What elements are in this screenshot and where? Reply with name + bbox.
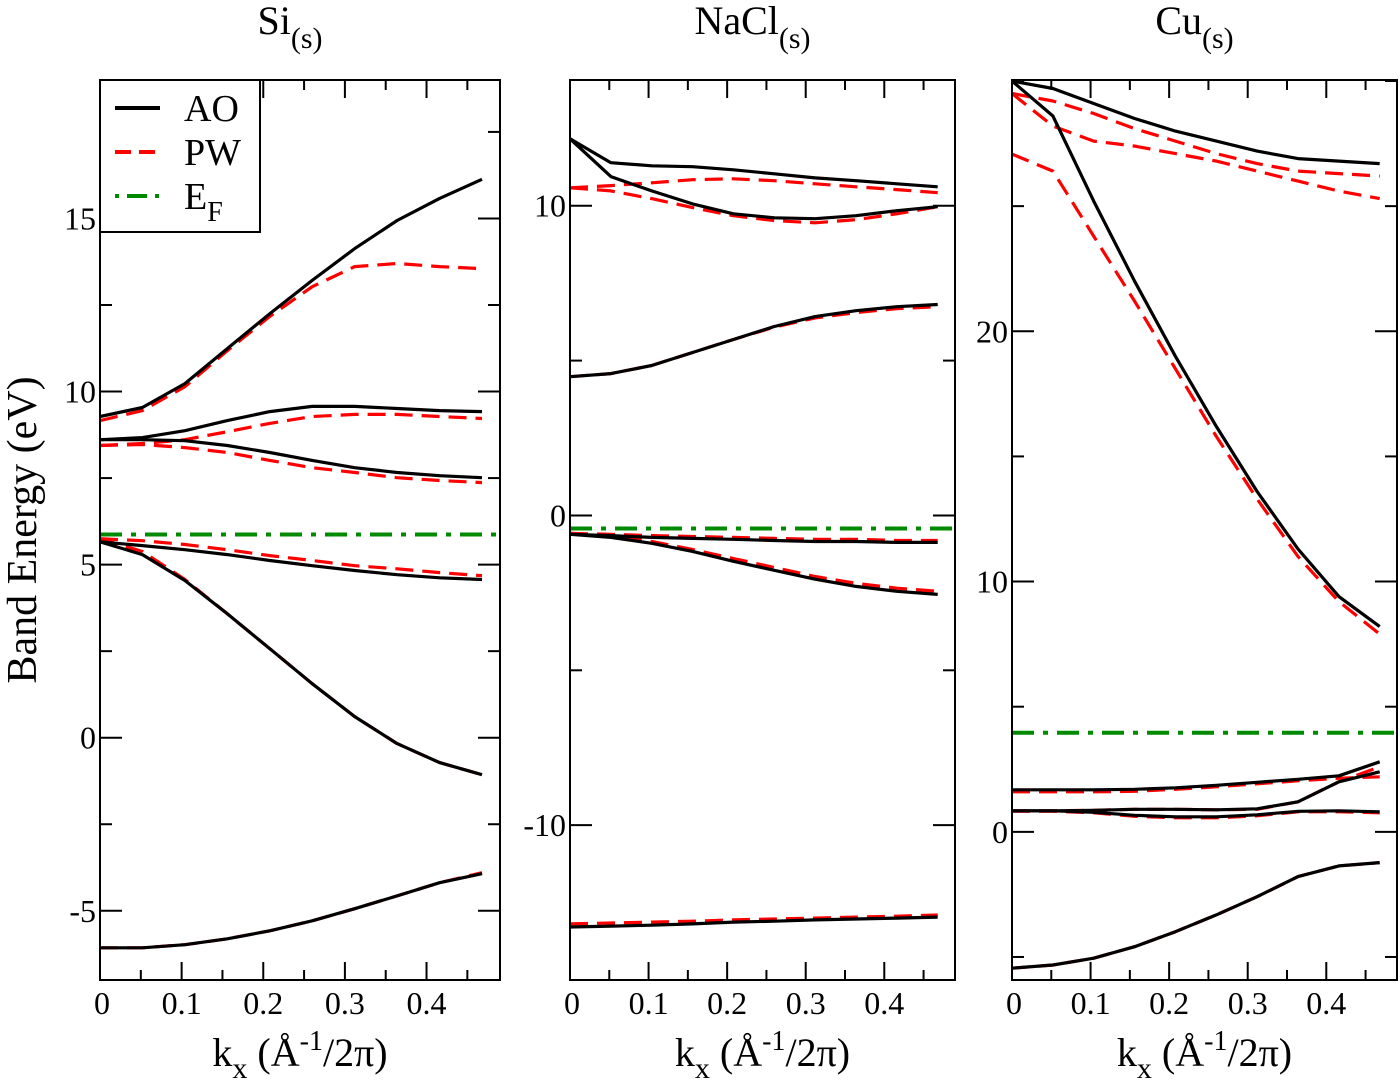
pw-band-1 (1012, 91, 1380, 178)
x-tick-label: 0.2 (243, 985, 283, 1021)
x-axis-label: kx (Å-1/2π) (1117, 1026, 1292, 1085)
ao-band-4 (570, 532, 938, 545)
panel-title-subscript: (s) (291, 22, 323, 55)
legend-label: PW (184, 132, 241, 174)
x-tick-label: 0.3 (786, 985, 826, 1021)
ao-band-6 (1012, 861, 1380, 970)
ao-band-2 (100, 404, 483, 442)
panel-title: Cu(s) (1155, 0, 1233, 55)
ao-band-5 (1012, 809, 1380, 819)
panel-title-subscript: (s) (1202, 22, 1234, 55)
legend-label: EF (184, 176, 223, 228)
pw-band-6 (100, 871, 483, 950)
plot-frame (569, 79, 956, 981)
ao-band-2 (1012, 80, 1381, 628)
y-tick-label: 0 (80, 720, 96, 756)
x-label-sub: x (1137, 1052, 1152, 1085)
pw-band-4 (1012, 775, 1380, 794)
x-label-unit: (Å (710, 1030, 762, 1075)
x-label-unit-end: /2π) (1227, 1030, 1292, 1075)
legend-label: AO (184, 88, 239, 130)
panel-title-main: NaCl (694, 0, 778, 43)
ao-band-1 (100, 177, 483, 419)
ao-band-5 (100, 540, 483, 777)
legend-box (99, 79, 261, 233)
x-label-k: k (675, 1030, 695, 1075)
x-tick-label: 0.4 (407, 985, 447, 1021)
panel-title: Si(s) (257, 0, 322, 55)
x-label-k: k (212, 1030, 232, 1075)
x-tick-label: 0.3 (1228, 985, 1268, 1021)
pw-band-2 (570, 186, 938, 225)
ao-band-1 (1012, 80, 1380, 166)
panel-title-main: Si (257, 0, 290, 43)
y-tick-label: -10 (523, 807, 566, 843)
x-tick-label: 0.1 (162, 985, 202, 1021)
panel-cu: 0 0.1 0.2 0.3 0.4 0 10 20 Cu(s) kx (Å-1/2π) (976, 0, 1398, 1085)
y-tick-label: 10 (976, 564, 1008, 600)
ao-band-3 (100, 438, 483, 480)
pw-band-5 (100, 537, 483, 777)
x-label-unit: (Å (1152, 1030, 1204, 1075)
pw-band-2 (1012, 92, 1380, 201)
pw-band-1 (100, 261, 483, 423)
panel-title: NaCl(s) (694, 0, 810, 55)
x-tick-label: 0 (1006, 985, 1022, 1021)
y-tick-label: 0 (992, 814, 1008, 850)
x-label-unit-end: /2π) (785, 1030, 850, 1075)
ao-band-3 (570, 302, 938, 379)
pw-band-3 (570, 305, 938, 379)
x-tick-label: 0.4 (1306, 985, 1346, 1021)
y-tick-label: 10 (64, 374, 96, 410)
x-tick-label: 0.1 (629, 985, 669, 1021)
pw-band-7 (1012, 861, 1380, 970)
x-label-sup: -1 (1204, 1026, 1227, 1057)
ao-band-2 (570, 137, 938, 221)
x-label-sup: -1 (300, 1026, 323, 1057)
ao-band-1 (570, 137, 938, 189)
x-label-unit: (Å (247, 1030, 299, 1075)
y-tick-label: 20 (976, 313, 1008, 349)
plot-frame (99, 79, 501, 981)
y-axis-label: Band Energy (eV) (0, 376, 46, 683)
x-tick-label: 0.1 (1071, 985, 1111, 1021)
x-tick-label: 0.3 (325, 985, 365, 1021)
y-tick-label: -5 (69, 893, 96, 929)
pw-band-3 (100, 442, 483, 485)
x-label-sup: -1 (762, 1026, 785, 1057)
x-tick-label: 0.2 (1149, 985, 1189, 1021)
ao-band-6 (570, 915, 938, 929)
ao-band-4 (100, 540, 483, 582)
x-tick-label: 0.2 (707, 985, 747, 1021)
panel-nacl: 0 0.1 0.2 0.3 0.4 -10 0 10 NaCl(s) kx (Å-1/2π) (523, 0, 956, 1085)
ao-band-5 (570, 532, 938, 596)
ao-band-6 (100, 872, 483, 950)
pw-band-3 (1012, 152, 1381, 636)
y-tick-label: 5 (80, 547, 96, 583)
plot-frame (1011, 79, 1398, 981)
x-label-k: k (1117, 1030, 1137, 1075)
y-tick-label: 0 (550, 497, 566, 533)
panel-title-main: Cu (1155, 0, 1202, 43)
pw-band-4 (100, 537, 483, 578)
x-axis-label: kx (Å-1/2π) (212, 1026, 387, 1085)
y-tick-label: 15 (64, 200, 96, 236)
y-tick-label: 10 (534, 188, 566, 224)
x-label-sub: x (232, 1052, 247, 1085)
x-tick-label: 0 (564, 985, 580, 1021)
x-tick-label: 0 (94, 985, 110, 1021)
x-tick-label: 0.4 (864, 985, 904, 1021)
panel-si: 0 0.1 0.2 0.3 0.4 -5 0 5 10 15 Si(s) kx (Å-1/2π) (64, 0, 501, 1085)
x-label-unit-end: /2π) (323, 1030, 388, 1075)
panel-title-subscript: (s) (779, 22, 811, 55)
ao-band-3 (1012, 760, 1381, 792)
x-label-sub: x (695, 1052, 710, 1085)
x-axis-label: kx (Å-1/2π) (675, 1026, 850, 1085)
pw-band-6 (570, 913, 938, 926)
